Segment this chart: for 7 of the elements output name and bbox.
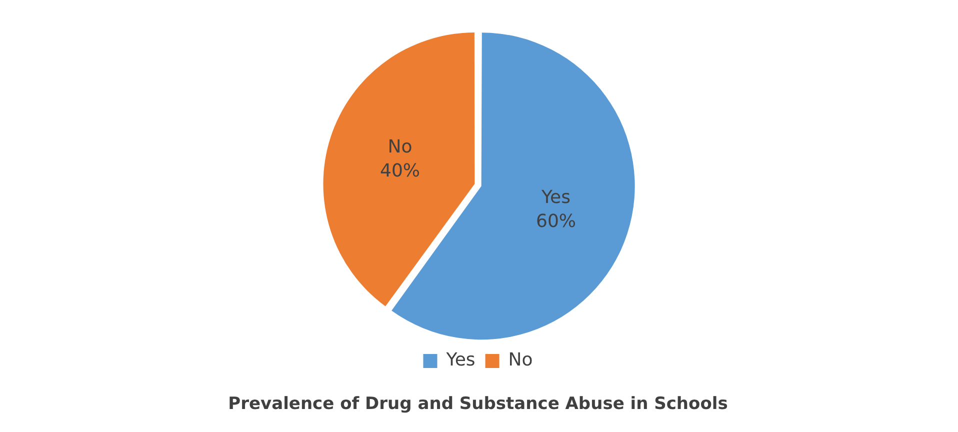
data-label: 60% — [536, 211, 576, 232]
slice-label: No — [388, 136, 412, 158]
slice-label: Yes — [540, 187, 571, 208]
legend-label: No — [508, 350, 533, 371]
text: Prevalence of Drug and Substance Abuse in Schools — [227, 394, 729, 414]
legend-label: Yes — [445, 350, 476, 371]
data-label: 40% — [380, 160, 420, 182]
